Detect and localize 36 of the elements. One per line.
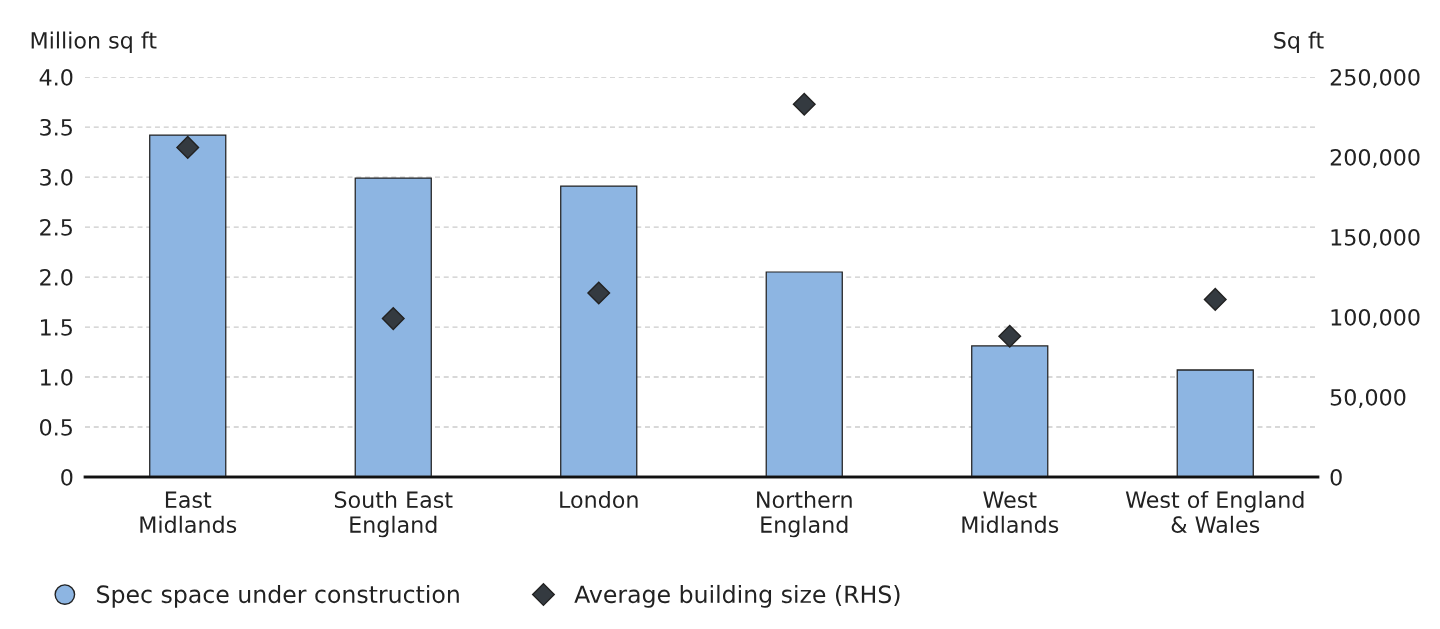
y-tick-label: 3.5 bbox=[40, 118, 72, 136]
y-tick-label: 4.0 bbox=[39, 68, 73, 86]
y-tick-label: 3.0 bbox=[40, 168, 73, 186]
point bbox=[176, 135, 200, 159]
x-tick-label: South East England bbox=[334, 490, 453, 538]
bar bbox=[765, 271, 843, 477]
x-tick-label: West Midlands bbox=[962, 491, 1059, 533]
bar bbox=[1176, 369, 1254, 477]
y-tick-label: 0.5 bbox=[40, 418, 72, 436]
y2-tick-label: 50,000 bbox=[1330, 388, 1406, 409]
x-tick-label: Northern England bbox=[757, 490, 852, 538]
y2-tick-label: 200,000 bbox=[1330, 148, 1420, 169]
point bbox=[792, 92, 816, 116]
x-tick-label: East Midlands bbox=[140, 491, 237, 533]
legend-label: Spec space under construction bbox=[97, 584, 459, 608]
point bbox=[381, 307, 405, 331]
y2-axis-title: Sq ft bbox=[1274, 31, 1324, 53]
point bbox=[1203, 287, 1227, 311]
y-tick-label: 2.0 bbox=[40, 268, 73, 286]
y-tick-label: 2.5 bbox=[40, 218, 72, 236]
y2-tick-label: 100,000 bbox=[1331, 308, 1420, 329]
x-tick-label: London bbox=[560, 490, 638, 509]
y-tick-label: 0 bbox=[61, 468, 73, 486]
point bbox=[587, 281, 611, 305]
y2-tick-label: 0 bbox=[1330, 468, 1342, 486]
point bbox=[998, 324, 1022, 348]
y-axis-title: Million sq ft bbox=[31, 31, 157, 53]
x-tick-label: West of England & Wales bbox=[1125, 490, 1304, 533]
legend-label: Average building size (RHS) bbox=[574, 584, 900, 608]
bar bbox=[560, 185, 638, 477]
bar bbox=[354, 177, 432, 477]
bar bbox=[149, 134, 227, 477]
y2-tick-label: 150,000 bbox=[1331, 228, 1420, 249]
y-tick-label: 1.0 bbox=[40, 368, 73, 386]
y2-tick-label: 250,000 bbox=[1330, 68, 1420, 89]
y-tick-label: 1.5 bbox=[40, 319, 72, 336]
